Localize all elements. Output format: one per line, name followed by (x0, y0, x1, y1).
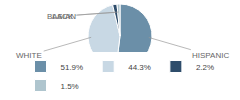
svg-text:51.9%: 51.9% (61, 63, 84, 72)
svg-text:BLACK: BLACK (47, 12, 74, 21)
svg-text:WHITE: WHITE (16, 51, 42, 60)
svg-text:1.5%: 1.5% (61, 82, 79, 91)
svg-text:44.3%: 44.3% (128, 63, 151, 72)
svg-text:2.2%: 2.2% (196, 63, 214, 72)
svg-text:ASIAN: ASIAN (52, 12, 76, 21)
svg-text:HISPANIC: HISPANIC (192, 51, 229, 60)
